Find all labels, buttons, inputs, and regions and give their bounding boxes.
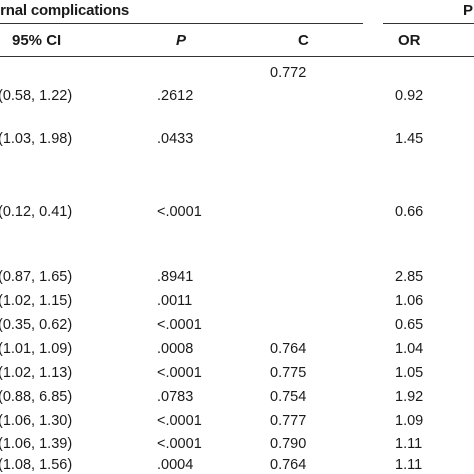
table-row: (1.03, 1.98) .0433 1.45 xyxy=(0,130,474,150)
cell-p: .0004 xyxy=(157,457,194,473)
cell-p: <.0001 xyxy=(157,204,202,220)
group-title-right: P xyxy=(463,2,473,19)
table-row: 0.772 xyxy=(0,64,474,84)
cell-or: 1.92 xyxy=(395,389,424,405)
cell-or: 1.06 xyxy=(395,293,424,309)
cell-ci: (1.01, 1.09) xyxy=(0,341,73,357)
cell-ci: (1.02, 1.13) xyxy=(0,365,73,381)
column-header-row: 95% CI P C OR xyxy=(0,24,474,56)
table-row: (1.02, 1.13) <.0001 0.775 1.05 xyxy=(0,364,474,384)
cell-or: 1.04 xyxy=(395,341,424,357)
group-title-complications: ernal complications xyxy=(0,2,130,19)
cell-or: 1.05 xyxy=(395,365,424,381)
group-header-row: ernal complications P xyxy=(0,0,474,24)
cell-ci: (0.88, 6.85) xyxy=(0,389,73,405)
cell-or: 1.11 xyxy=(395,436,423,452)
table-row: (1.08, 1.56) .0004 0.764 1.11 xyxy=(0,456,474,474)
cell-or: 1.45 xyxy=(395,131,424,147)
cell-p: <.0001 xyxy=(157,317,202,333)
header-rule xyxy=(0,56,474,57)
header-ci: 95% CI xyxy=(12,32,62,49)
header-c: C xyxy=(298,32,309,49)
cell-c: 0.754 xyxy=(270,389,307,405)
table-row: (1.06, 1.39) <.0001 0.790 1.11 xyxy=(0,435,474,455)
group-rule-left xyxy=(0,23,363,24)
table-row: (1.01, 1.09) .0008 0.764 1.04 xyxy=(0,340,474,360)
cell-p: .0008 xyxy=(157,341,194,357)
cell-or: 1.11 xyxy=(395,457,423,473)
cell-ci: (1.03, 1.98) xyxy=(0,131,73,147)
cell-or: 2.85 xyxy=(395,269,424,285)
cell-p: .0433 xyxy=(157,131,194,147)
cell-ci: (0.87, 1.65) xyxy=(0,269,73,285)
cell-ci: (0.12, 0.41) xyxy=(0,204,73,220)
cell-p: .2612 xyxy=(157,88,194,104)
table-row: (1.02, 1.15) .0011 1.06 xyxy=(0,292,474,312)
cell-p: .0783 xyxy=(157,389,194,405)
cell-p: <.0001 xyxy=(157,413,202,429)
table-row: (0.87, 1.65) .8941 2.85 xyxy=(0,268,474,288)
cell-ci: (1.06, 1.30) xyxy=(0,413,73,429)
table-row: (0.35, 0.62) <.0001 0.65 xyxy=(0,316,474,336)
cell-ci: (1.02, 1.15) xyxy=(0,293,73,309)
cell-p: <.0001 xyxy=(157,436,202,452)
cell-or: 1.09 xyxy=(395,413,424,429)
group-rule-right xyxy=(383,23,474,24)
cell-ci: (1.06, 1.39) xyxy=(0,436,73,452)
header-p: P xyxy=(176,32,187,49)
cell-c: 0.772 xyxy=(270,65,307,81)
table-row: (0.58, 1.22) .2612 0.92 xyxy=(0,87,474,107)
table-row: (0.12, 0.41) <.0001 0.66 xyxy=(0,203,474,223)
cell-ci: (1.08, 1.56) xyxy=(0,457,73,473)
cell-p: .8941 xyxy=(157,269,194,285)
cell-ci: (0.35, 0.62) xyxy=(0,317,73,333)
cell-c: 0.764 xyxy=(270,341,307,357)
cell-ci: (0.58, 1.22) xyxy=(0,88,73,104)
cell-p: <.0001 xyxy=(157,365,202,381)
table-row: (1.06, 1.30) <.0001 0.777 1.09 xyxy=(0,412,474,432)
cell-c: 0.777 xyxy=(270,413,307,429)
cell-or: 0.66 xyxy=(395,204,424,220)
table-row: (0.88, 6.85) .0783 0.754 1.92 xyxy=(0,388,474,408)
cell-or: 0.92 xyxy=(395,88,424,104)
cell-c: 0.790 xyxy=(270,436,307,452)
cell-c: 0.775 xyxy=(270,365,307,381)
cell-c: 0.764 xyxy=(270,457,307,473)
header-or: OR xyxy=(398,32,421,49)
cell-p: .0011 xyxy=(157,293,193,309)
cell-or: 0.65 xyxy=(395,317,424,333)
